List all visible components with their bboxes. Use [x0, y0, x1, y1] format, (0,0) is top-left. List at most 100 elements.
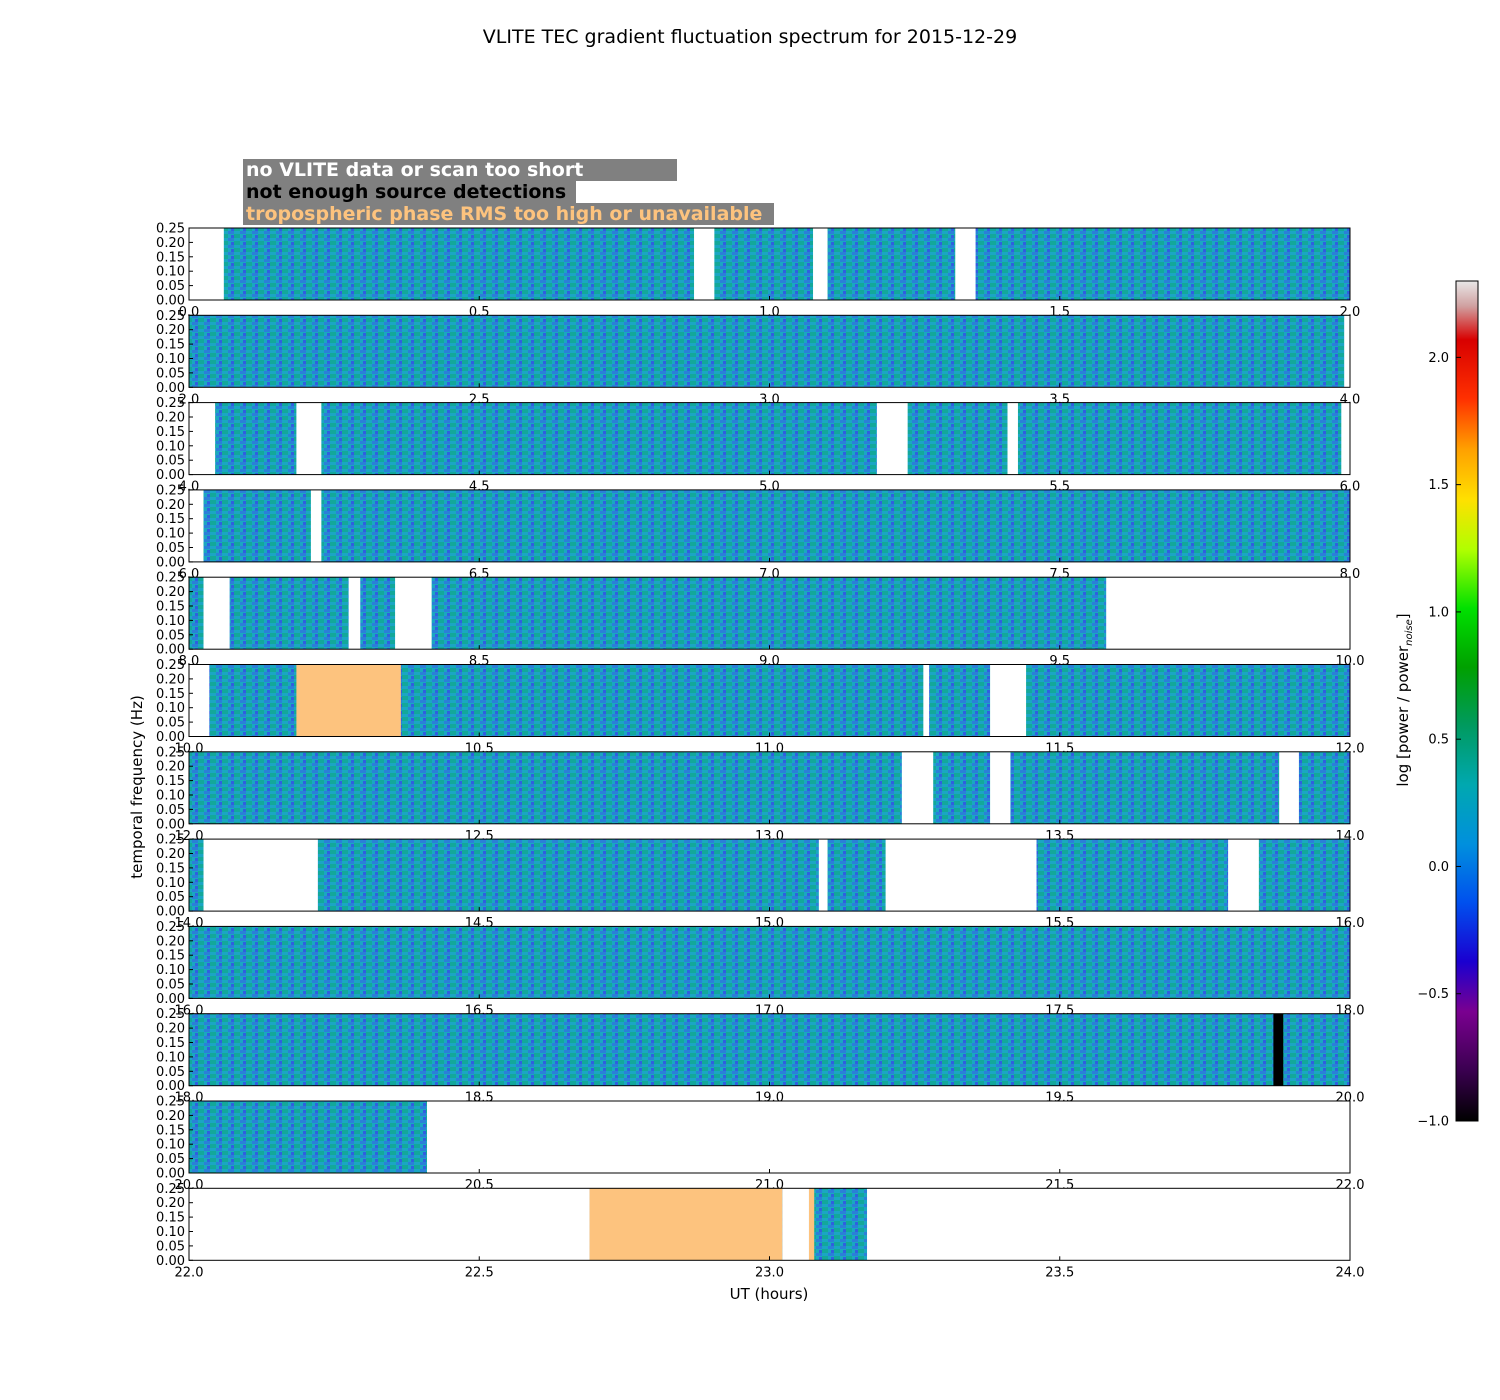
no-data-region [395, 577, 432, 650]
y-tick-label: 0.20 [156, 323, 185, 338]
y-tick-label: 0.15 [156, 687, 185, 702]
no-data-region [923, 664, 930, 737]
x-tick-label: 22.0 [175, 1265, 204, 1280]
y-tick-label: 0.05 [156, 716, 185, 731]
y-tick-label: 0.00 [156, 730, 185, 745]
spectrum-panel: 0.000.050.100.150.200.254.0 4.5 5.0 5.5 6.0 [156, 396, 1360, 495]
y-tick-label: 0.20 [156, 760, 185, 775]
y-axis-label: temporal frequency (Hz) [128, 695, 146, 879]
y-tick-label: 0.00 [156, 817, 185, 832]
y-tick-label: 0.15 [156, 774, 185, 789]
legend-label: not enough source detections [246, 181, 566, 203]
y-tick-label: 0.10 [156, 439, 185, 454]
y-tick-label: 0.15 [156, 338, 185, 353]
y-tick-label: 0.10 [156, 1050, 185, 1065]
no-data-region [990, 664, 1027, 737]
no-data-region [782, 1188, 809, 1261]
y-tick-label: 0.15 [156, 250, 185, 265]
y-tick-label: 0.00 [156, 643, 185, 658]
y-tick-label: 0.10 [156, 963, 185, 978]
y-tick-label: 0.20 [156, 1196, 185, 1211]
no-data-region [189, 228, 224, 300]
y-tick-label: 0.05 [156, 541, 185, 556]
y-tick-label: 0.10 [156, 614, 185, 629]
spectrum-panel: 0.000.050.100.150.200.252.0 2.5 3.0 3.5 4.0 [156, 309, 1360, 408]
y-tick-label: 0.05 [156, 366, 185, 381]
spectrum-heatmap [189, 228, 1350, 300]
no-data-region [867, 1188, 1350, 1261]
y-tick-label: 0.20 [156, 1022, 185, 1037]
colorbar: 2.0 1.5 1.0 0.5 0.0 −0.5 −1.0 log [power / pow… [1394, 280, 1479, 1130]
legend-box [243, 203, 774, 225]
y-tick-label: 0.15 [156, 949, 185, 964]
y-tick-label: 0.25 [156, 483, 185, 498]
y-tick-label: 0.00 [156, 1254, 185, 1269]
chart-title: VLITE TEC gradient fluctuation spectrum … [483, 26, 1017, 48]
colorbar-label: log [power / powernoise] [1394, 613, 1415, 786]
spectrum-panel: 0.000.050.100.150.200.256.0 6.5 7.0 7.5 8.0 [156, 483, 1360, 582]
colorbar-tick-label: 0.0 [1428, 860, 1449, 875]
colorbar-tick-label: 0.5 [1428, 733, 1449, 748]
spectrum-heatmap [189, 402, 1350, 475]
legend-box [243, 181, 576, 203]
colorbar-bar [1455, 280, 1479, 1122]
no-data-region [1106, 577, 1350, 650]
colorbar-tick-label: −0.5 [1417, 987, 1449, 1002]
y-tick-label: 0.15 [156, 600, 185, 615]
y-tick-label: 0.10 [156, 701, 185, 716]
y-tick-label: 0.05 [156, 628, 185, 643]
y-tick-label: 0.10 [156, 352, 185, 367]
no-data-region [189, 402, 216, 475]
y-tick-label: 0.20 [156, 1109, 185, 1124]
y-tick-label: 0.05 [156, 803, 185, 818]
y-tick-label: 0.25 [156, 658, 185, 673]
colorbar-tick-label: 1.0 [1428, 605, 1449, 620]
x-tick-label: 23.0 [755, 1265, 784, 1280]
troposphere-flag-region [589, 1188, 783, 1261]
y-tick-label: 0.05 [156, 279, 185, 294]
no-data-region [189, 489, 204, 562]
no-data-region [876, 402, 908, 475]
colorbar-tick-label: 1.5 [1428, 478, 1449, 493]
no-data-region [203, 839, 318, 912]
y-tick-label: 0.20 [156, 934, 185, 949]
y-tick-label: 0.25 [156, 396, 185, 411]
legend-label: no VLITE data or scan too short [246, 159, 583, 181]
y-tick-label: 0.00 [156, 992, 185, 1007]
no-data-region [1344, 315, 1350, 388]
y-tick-label: 0.00 [156, 555, 185, 570]
y-tick-label: 0.20 [156, 498, 185, 513]
y-tick-label: 0.15 [156, 512, 185, 527]
troposphere-flag-region [296, 664, 401, 737]
y-tick-label: 0.05 [156, 1065, 185, 1080]
y-tick-label: 0.10 [156, 1225, 185, 1240]
no-data-region [1228, 839, 1259, 912]
y-tick-label: 0.00 [156, 1167, 185, 1182]
y-tick-label: 0.25 [156, 222, 185, 237]
x-axis-label: UT (hours) [730, 1285, 809, 1303]
y-tick-label: 0.00 [156, 468, 185, 483]
y-tick-label: 0.15 [156, 425, 185, 440]
legend-label: tropospheric phase RMS too high or unava… [246, 203, 762, 225]
no-data-region [885, 839, 1037, 912]
y-tick-label: 0.20 [156, 672, 185, 687]
no-data-region [189, 664, 210, 737]
no-data-region [296, 402, 322, 475]
y-tick-label: 0.10 [156, 265, 185, 280]
spectrum-panel: 0.000.050.100.150.200.250.0 0.5 1.0 1.5 2.0 [156, 222, 1360, 321]
no-data-region [1279, 751, 1299, 824]
y-tick-label: 0.15 [156, 1211, 185, 1226]
y-tick-label: 0.10 [156, 1138, 185, 1153]
y-tick-label: 0.25 [156, 1182, 185, 1197]
y-tick-label: 0.20 [156, 236, 185, 251]
spectrum-heatmap [189, 315, 1350, 388]
spectrum-heatmap [189, 1013, 1350, 1086]
no-data-region [694, 228, 715, 300]
y-tick-label: 0.25 [156, 571, 185, 586]
